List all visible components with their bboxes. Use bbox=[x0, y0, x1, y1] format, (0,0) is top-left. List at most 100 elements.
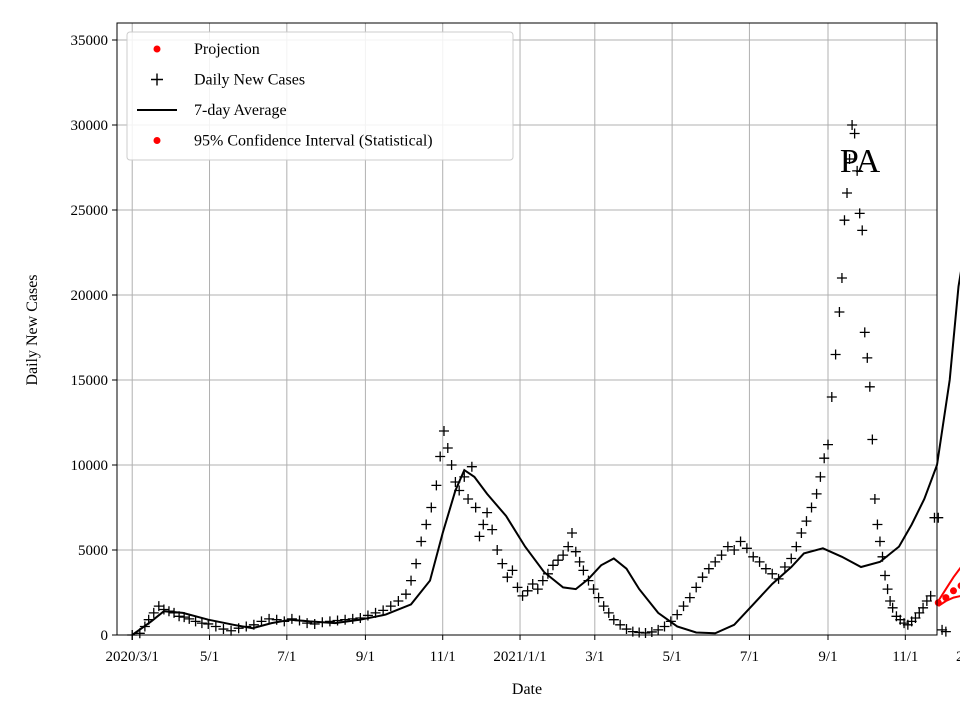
daily-case-point bbox=[487, 524, 498, 535]
daily-case-point bbox=[914, 607, 925, 618]
daily-case-point bbox=[466, 461, 477, 472]
daily-case-point bbox=[779, 562, 790, 572]
daily-case-point bbox=[857, 225, 868, 236]
daily-case-point bbox=[264, 613, 275, 624]
daily-case-point bbox=[834, 307, 845, 317]
daily-case-point bbox=[672, 609, 683, 620]
daily-case-point bbox=[659, 621, 670, 632]
daily-case-point bbox=[603, 607, 614, 618]
state-annotation: PA bbox=[840, 143, 881, 180]
axes-frame bbox=[116, 22, 938, 636]
x-tick-label: 3/1 bbox=[585, 649, 604, 665]
y-tick-label: 35000 bbox=[71, 33, 109, 49]
daily-case-point bbox=[563, 541, 574, 552]
daily-case-point bbox=[332, 615, 343, 626]
daily-case-point bbox=[815, 471, 826, 482]
legend-dot-marker bbox=[153, 137, 161, 144]
daily-case-point bbox=[416, 536, 427, 547]
ci-lower-line bbox=[937, 595, 960, 607]
daily-case-point bbox=[741, 543, 752, 554]
legend-plus-marker bbox=[151, 73, 163, 86]
daily-case-point bbox=[791, 541, 802, 552]
daily-case-point bbox=[678, 601, 689, 612]
x-tick-label: 2020/3/1 bbox=[106, 649, 159, 665]
daily-case-point bbox=[754, 556, 765, 567]
x-tick-label: 11/1 bbox=[892, 649, 918, 665]
daily-case-point bbox=[842, 188, 853, 198]
daily-case-point bbox=[767, 568, 778, 579]
daily-case-point bbox=[558, 550, 569, 561]
daily-case-point bbox=[862, 352, 873, 363]
daily-case-point bbox=[411, 558, 422, 569]
daily-case-point bbox=[882, 584, 893, 595]
daily-case-point bbox=[210, 621, 221, 632]
daily-case-point bbox=[355, 613, 366, 623]
daily-case-point bbox=[786, 553, 797, 564]
daily-case-point bbox=[302, 618, 313, 629]
daily-case-point bbox=[570, 546, 581, 557]
daily-case-point bbox=[887, 602, 898, 613]
daily-case-point bbox=[940, 626, 951, 637]
daily-case-point bbox=[492, 545, 503, 555]
daily-case-point bbox=[547, 560, 558, 571]
daily-case-point bbox=[716, 550, 727, 561]
daily-case-point bbox=[872, 519, 883, 530]
daily-case-point bbox=[442, 443, 453, 453]
daily-case-point bbox=[852, 165, 863, 176]
daily-case-point bbox=[470, 502, 481, 513]
daily-case-point bbox=[474, 531, 485, 542]
y-tick-label: 30000 bbox=[71, 118, 109, 134]
daily-case-point bbox=[190, 616, 201, 627]
daily-case-point bbox=[823, 439, 834, 450]
y-tick-label: 0 bbox=[101, 628, 109, 644]
daily-case-point bbox=[502, 572, 513, 583]
y-tick-label: 5000 bbox=[78, 543, 108, 559]
daily-case-point bbox=[918, 602, 929, 613]
daily-case-point bbox=[196, 618, 207, 629]
daily-case-point bbox=[148, 607, 159, 618]
daily-case-point bbox=[722, 541, 733, 552]
daily-case-point bbox=[385, 601, 396, 612]
daily-case-point bbox=[512, 582, 523, 593]
daily-case-point bbox=[517, 590, 528, 601]
daily-case-point bbox=[859, 327, 870, 338]
x-tick-label: 11/1 bbox=[430, 649, 456, 665]
daily-case-point bbox=[226, 625, 237, 636]
daily-case-point bbox=[735, 536, 746, 547]
daily-case-point bbox=[874, 536, 885, 547]
daily-case-point bbox=[703, 563, 714, 574]
daily-case-point bbox=[933, 512, 944, 523]
x-tick-label: 5/1 bbox=[200, 649, 219, 665]
daily-case-point bbox=[421, 519, 432, 530]
daily-case-point bbox=[435, 451, 446, 462]
daily-case-point bbox=[324, 616, 335, 627]
daily-case-point bbox=[684, 592, 695, 603]
daily-case-point bbox=[463, 494, 474, 504]
daily-case-point bbox=[796, 528, 807, 538]
daily-case-point bbox=[426, 502, 437, 513]
daily-case-point bbox=[826, 392, 837, 402]
daily-case-point bbox=[347, 613, 358, 624]
daily-case-point bbox=[340, 614, 351, 625]
daily-case-point bbox=[309, 618, 320, 629]
daily-case-point bbox=[839, 215, 850, 226]
x-tick-label: 9/1 bbox=[356, 649, 375, 665]
x-tick-label: 2021/1/1 bbox=[493, 649, 546, 665]
daily-case-point bbox=[256, 616, 267, 627]
x-tick-label: 9/1 bbox=[818, 649, 837, 665]
daily-case-point bbox=[885, 596, 896, 606]
legend-box bbox=[126, 31, 514, 161]
daily-case-point bbox=[697, 572, 708, 583]
daily-case-point bbox=[819, 453, 830, 464]
y-tick-label: 15000 bbox=[71, 373, 109, 389]
daily-case-point bbox=[748, 551, 759, 562]
daily-case-point bbox=[760, 563, 771, 574]
daily-case-point bbox=[847, 120, 858, 130]
daily-case-point bbox=[640, 627, 651, 638]
daily-case-point bbox=[729, 545, 740, 555]
daily-case-point bbox=[849, 128, 860, 139]
daily-case-point bbox=[482, 507, 493, 518]
daily-case-point bbox=[691, 582, 702, 593]
daily-case-point bbox=[527, 579, 538, 589]
daily-case-point bbox=[608, 614, 619, 625]
